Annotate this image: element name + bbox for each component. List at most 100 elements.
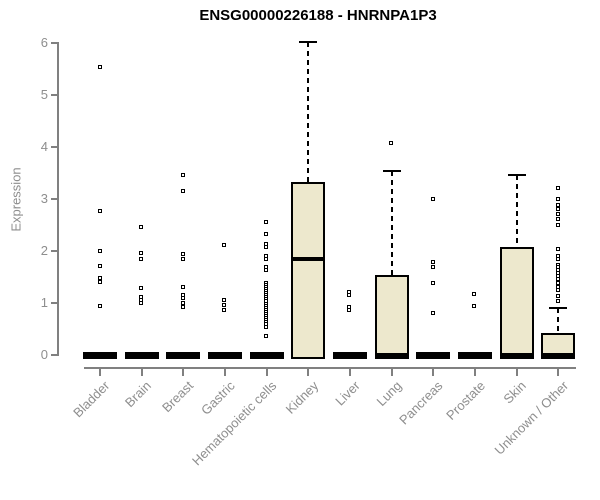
outlier-point: [180, 285, 185, 290]
x-axis-tick: [182, 368, 185, 376]
outlier-point: [555, 217, 560, 222]
x-tick-label: Breast: [158, 378, 196, 416]
outlier-point: [180, 295, 185, 300]
outlier-point: [222, 307, 227, 312]
x-axis-tick: [307, 368, 310, 376]
x-axis-tick: [473, 368, 476, 376]
x-axis-tick: [223, 368, 226, 376]
outlier-point: [389, 140, 394, 145]
outlier-point: [139, 301, 144, 306]
x-tick-label: Brain: [122, 378, 155, 411]
outlier-point: [430, 280, 435, 285]
outlier-point: [139, 285, 144, 290]
y-tick-label: 6: [40, 35, 48, 50]
outlier-point: [222, 302, 227, 307]
x-tick-label: Liver: [332, 378, 363, 409]
x-tick-label: Lung: [373, 378, 405, 410]
outlier-point: [97, 264, 102, 269]
x-axis-tick: [265, 368, 268, 376]
outlier-point: [97, 304, 102, 309]
whisker-cap: [299, 40, 318, 43]
y-axis-tick: [51, 94, 57, 96]
outlier-point: [180, 173, 185, 178]
outlier-point: [555, 299, 560, 304]
outlier-point: [180, 251, 185, 256]
outlier-point: [264, 325, 269, 330]
collapsed-box: [207, 352, 242, 359]
outlier-point: [430, 310, 435, 315]
collapsed-box: [249, 352, 284, 359]
outlier-point: [555, 288, 560, 293]
outlier-point: [555, 196, 560, 201]
y-tick-label: 0: [40, 347, 48, 362]
y-tick-label: 2: [40, 243, 48, 258]
median-line: [499, 353, 534, 357]
outlier-point: [347, 292, 352, 297]
outlier-point: [430, 196, 435, 201]
x-tick-label: Skin: [500, 378, 530, 407]
outlier-point: [180, 305, 185, 310]
outlier-point: [430, 259, 435, 264]
x-tick-label: Gastric: [197, 378, 238, 418]
chart-title: ENSG00000226188 - HNRNPA1P3: [199, 7, 437, 24]
outlier-point: [347, 304, 352, 309]
x-axis-line: [84, 367, 576, 369]
outlier-point: [222, 243, 227, 248]
outlier-point: [347, 308, 352, 313]
whisker-line: [557, 308, 560, 333]
x-tick-label: Unknown / Other: [491, 378, 571, 458]
outlier-point: [180, 189, 185, 194]
median-line: [291, 257, 326, 262]
outlier-point: [264, 334, 269, 339]
outlier-point: [139, 225, 144, 230]
x-axis-tick: [99, 368, 101, 376]
outlier-point: [97, 65, 102, 70]
outlier-point: [430, 265, 435, 270]
whisker-cap: [507, 174, 526, 177]
box-iqr: [499, 246, 534, 359]
outlier-point: [555, 277, 560, 282]
x-axis-tick: [557, 368, 560, 376]
outlier-point: [555, 185, 560, 190]
outlier-point: [472, 303, 477, 308]
collapsed-box: [457, 352, 492, 359]
outlier-point: [97, 208, 102, 213]
outlier-point: [180, 256, 185, 261]
collapsed-box: [416, 352, 451, 359]
collapsed-box: [166, 352, 201, 359]
x-axis-tick: [348, 368, 351, 376]
collapsed-box: [332, 352, 367, 359]
x-axis-tick: [390, 368, 393, 376]
y-axis-tick: [51, 354, 57, 356]
outlier-point: [555, 202, 560, 207]
outlier-point: [180, 301, 185, 306]
outlier-point: [555, 247, 560, 252]
y-tick-label: 4: [40, 139, 48, 154]
outlier-point: [555, 222, 560, 227]
y-axis-tick: [51, 250, 57, 252]
outlier-point: [472, 291, 477, 296]
outlier-point: [555, 280, 560, 285]
x-axis-tick: [432, 368, 435, 376]
y-tick-label: 3: [40, 191, 48, 206]
outlier-point: [264, 268, 269, 273]
y-axis-tick: [51, 198, 57, 200]
outlier-point: [222, 297, 227, 302]
y-axis-tick: [51, 146, 57, 148]
median-line: [374, 353, 409, 357]
outlier-point: [264, 232, 269, 237]
outlier-point: [97, 275, 102, 280]
outlier-point: [555, 256, 560, 261]
collapsed-box: [124, 352, 159, 359]
outlier-point: [264, 256, 269, 261]
x-tick-label: Prostate: [442, 378, 488, 423]
outlier-point: [97, 248, 102, 253]
whisker-cap: [549, 307, 568, 310]
whisker-line: [307, 41, 310, 182]
median-line: [541, 353, 576, 357]
y-axis-tick: [51, 42, 57, 44]
outlier-point: [264, 219, 269, 224]
y-axis-line: [57, 42, 59, 356]
whisker-line: [390, 170, 393, 275]
